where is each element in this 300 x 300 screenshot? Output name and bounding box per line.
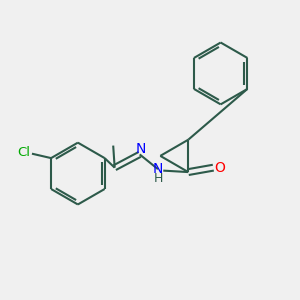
Text: N: N xyxy=(136,142,146,156)
Text: O: O xyxy=(214,161,225,175)
Text: Cl: Cl xyxy=(17,146,30,159)
Text: H: H xyxy=(153,172,163,185)
Text: N: N xyxy=(153,162,163,176)
